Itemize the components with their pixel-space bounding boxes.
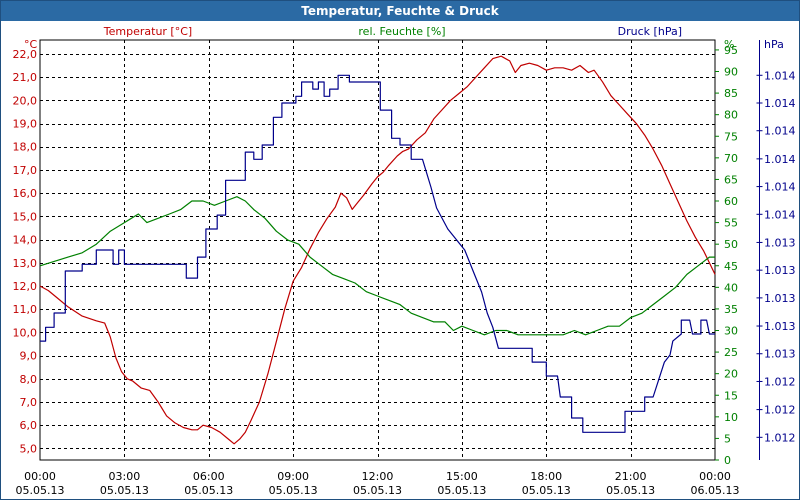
- pressure-tick-label: 1.014: [764, 181, 796, 194]
- time-tick-label: 00:00: [699, 470, 731, 483]
- humidity-tick-label: 95: [724, 44, 738, 57]
- humidity-tick-label: 30: [724, 325, 738, 338]
- pressure-tick-label: 1.012: [764, 404, 796, 417]
- date-tick-label: 05.05.13: [184, 484, 233, 497]
- temperature-tick-label: 12,0: [13, 280, 38, 293]
- temperature-tick-label: 14,0: [13, 234, 38, 247]
- time-tick-label: 12:00: [362, 470, 394, 483]
- pressure-tick-label: 1.014: [764, 125, 796, 138]
- humidity-tick-label: 50: [724, 238, 738, 251]
- temperature-tick-label: 22,0: [13, 48, 38, 61]
- date-tick-label: 05.05.13: [522, 484, 571, 497]
- humidity-tick-label: 90: [724, 66, 738, 79]
- temperature-line: [39, 55, 716, 445]
- humidity-tick-label: 10: [724, 411, 738, 424]
- date-tick-label: 05.05.13: [16, 484, 65, 497]
- time-tick-label: 21:00: [615, 470, 647, 483]
- temperature-axis-ticks: 5,0 6,0 7,0 8,0 9,0 10,0 11,0 12,0 13,0 14,0 15,0 1…: [13, 48, 38, 455]
- pressure-axis-ticks: 1.012 1.012 1.012 1.013 1.013 1.013 1.013 1.013…: [756, 40, 796, 460]
- pressure-tick-label: 1.014: [764, 153, 796, 166]
- time-tick-label: 15:00: [446, 470, 478, 483]
- date-tick-label: 05.05.13: [269, 484, 318, 497]
- temperature-tick-label: 5,0: [20, 442, 38, 455]
- temperature-tick-label: 16,0: [13, 187, 38, 200]
- pressure-tick-label: 1.013: [764, 236, 796, 249]
- humidity-tick-label: 75: [724, 130, 738, 143]
- pressure-tick-label: 1.014: [764, 69, 796, 82]
- pressure-tick-label: 1.013: [764, 264, 796, 277]
- time-tick-label: 00:00: [24, 470, 56, 483]
- humidity-tick-label: 35: [724, 303, 738, 316]
- pressure-tick-label: 1.012: [764, 431, 796, 444]
- pressure-tick-label: 1.014: [764, 208, 796, 221]
- humidity-axis-title: rel. Feuchte [%]: [358, 25, 445, 38]
- temperature-tick-label: 20,0: [13, 94, 38, 107]
- temperature-tick-label: 15,0: [13, 210, 38, 223]
- date-tick-label: 05.05.13: [606, 484, 655, 497]
- temperature-tick-label: 13,0: [13, 257, 38, 270]
- temperature-tick-label: 9,0: [20, 350, 38, 363]
- humidity-tick-label: 25: [724, 346, 738, 359]
- humidity-tick-label: 55: [724, 217, 738, 230]
- time-tick-label: 18:00: [530, 470, 562, 483]
- humidity-axis-ticks: 0 5 10 15 20 25 30 35 40 45 50 55 60 65 70 75 80 85 90 95: [715, 44, 738, 467]
- humidity-tick-label: 85: [724, 87, 738, 100]
- time-tick-label: 09:00: [277, 470, 309, 483]
- time-tick-label: 06:00: [193, 470, 225, 483]
- date-tick-label: 05.05.13: [437, 484, 486, 497]
- humidity-tick-label: 0: [724, 454, 731, 467]
- pressure-tick-label: 1.013: [764, 320, 796, 333]
- temperature-axis-title: Temperatur [°C]: [103, 25, 192, 38]
- pressure-line: [40, 74, 715, 433]
- date-tick-label: 05.05.13: [353, 484, 402, 497]
- temperature-tick-label: 6,0: [20, 419, 38, 432]
- humidity-tick-label: 45: [724, 260, 738, 273]
- pressure-unit-label: hPa: [764, 38, 784, 51]
- temperature-tick-label: 8,0: [20, 373, 38, 386]
- humidity-tick-label: 5: [724, 432, 731, 445]
- time-axis-ticks: 00:0005.05.1303:0005.05.1306:0005.05.130…: [16, 470, 740, 497]
- humidity-tick-label: 65: [724, 173, 738, 186]
- date-tick-label: 05.05.13: [100, 484, 149, 497]
- humidity-tick-label: 80: [724, 109, 738, 122]
- series-lines: [39, 55, 716, 445]
- temperature-tick-label: 18,0: [13, 141, 38, 154]
- humidity-line: [39, 196, 715, 336]
- humidity-tick-label: 70: [724, 152, 738, 165]
- date-tick-label: 06.05.13: [691, 484, 740, 497]
- window-title: Temperatur, Feuchte & Druck: [1, 1, 799, 21]
- temperature-tick-label: 17,0: [13, 164, 38, 177]
- temperature-tick-label: 7,0: [20, 396, 38, 409]
- temperature-tick-label: 21,0: [13, 71, 38, 84]
- temperature-tick-label: 19,0: [13, 118, 38, 131]
- temperature-tick-label: 11,0: [13, 303, 38, 316]
- humidity-tick-label: 20: [724, 368, 738, 381]
- humidity-tick-label: 15: [724, 389, 738, 402]
- temperature-unit-label: °C: [24, 38, 38, 51]
- pressure-tick-label: 1.013: [764, 292, 796, 305]
- pressure-axis-title: Druck [hPa]: [618, 25, 682, 38]
- humidity-tick-label: 40: [724, 281, 738, 294]
- humidity-tick-label: 60: [724, 195, 738, 208]
- pressure-tick-label: 1.013: [764, 348, 796, 361]
- pressure-tick-label: 1.012: [764, 375, 796, 388]
- plot-area: [39, 39, 716, 461]
- pressure-tick-label: 1.014: [764, 97, 796, 110]
- time-tick-label: 03:00: [109, 470, 141, 483]
- temperature-tick-label: 10,0: [13, 326, 38, 339]
- humidity-unit-label: %: [724, 38, 734, 51]
